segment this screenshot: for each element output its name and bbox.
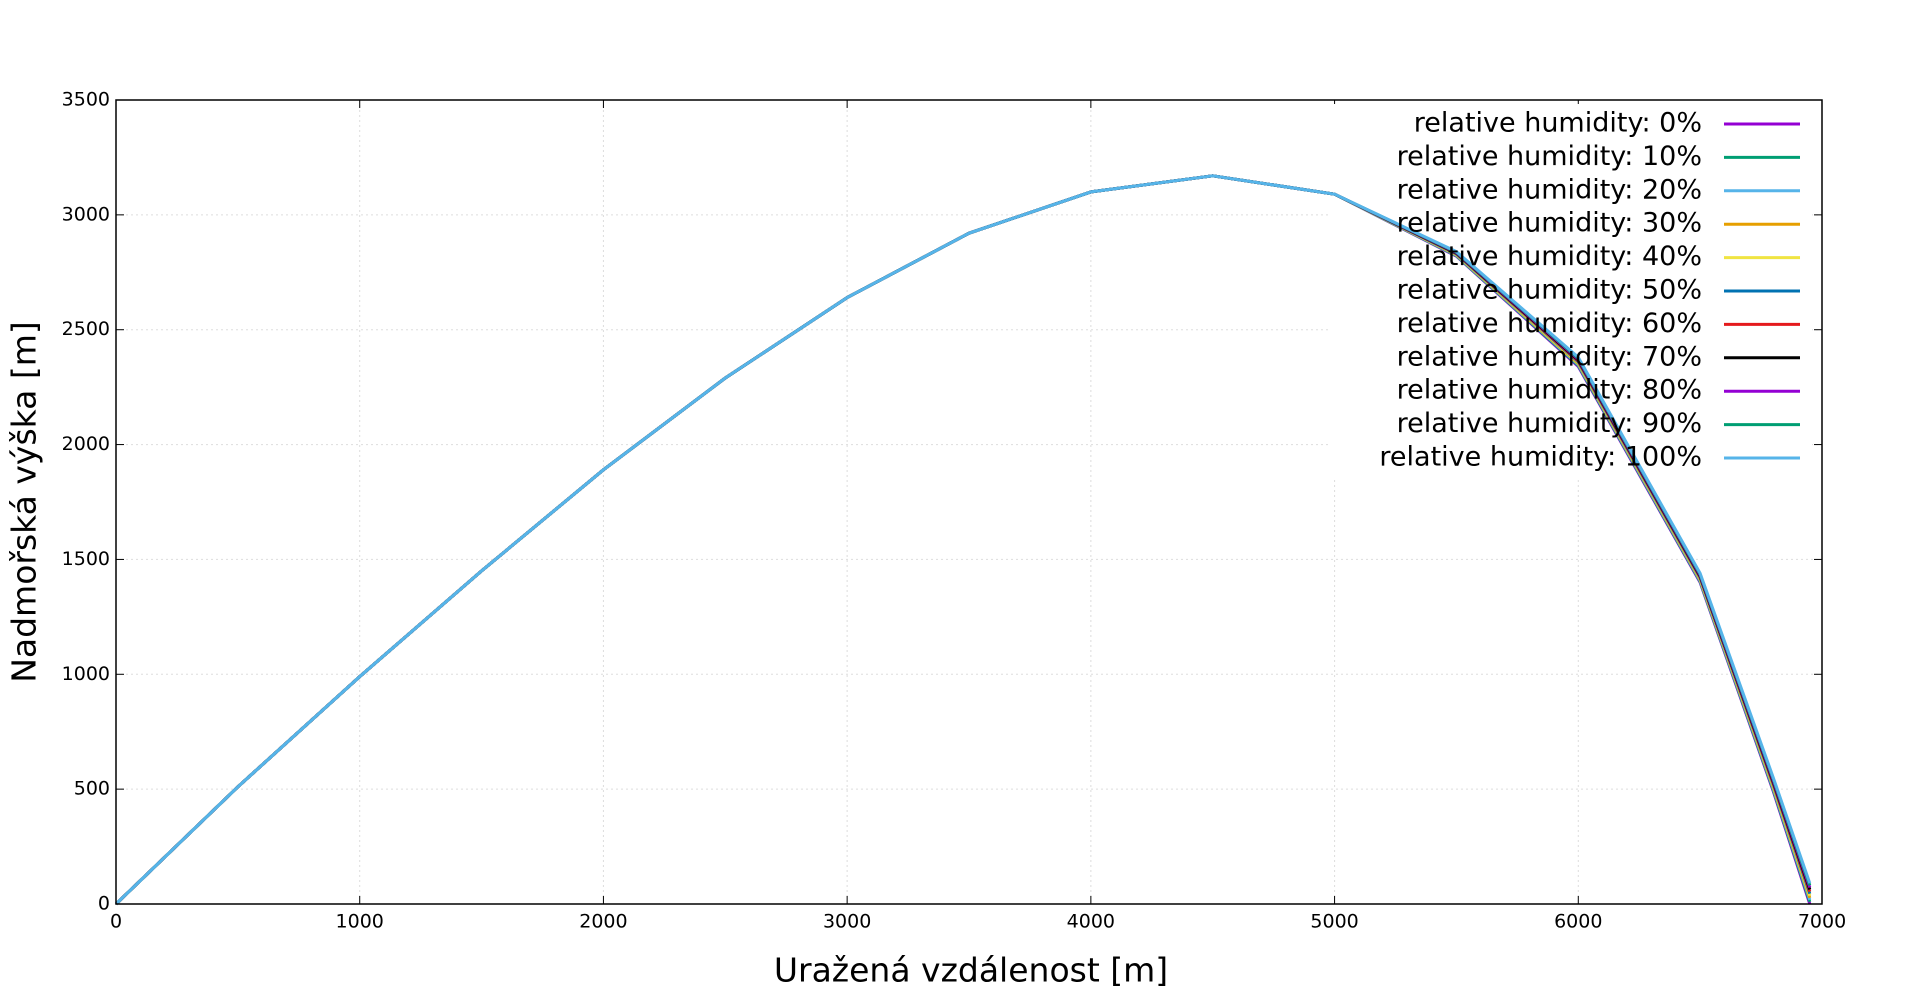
x-axis-label: Uražená vzdálenost [m]	[774, 951, 1168, 990]
x-tick-label: 4000	[1067, 911, 1115, 933]
legend-label: relative humidity: 100%	[1379, 442, 1702, 473]
legend-label: relative humidity: 20%	[1397, 174, 1702, 205]
series-line	[114, 174, 1812, 906]
y-tick-label: 2500	[62, 318, 110, 340]
x-tick-label: 1000	[336, 911, 384, 933]
y-tick-label: 1500	[62, 548, 110, 570]
legend-label: relative humidity: 30%	[1397, 208, 1702, 239]
x-tick-label: 0	[110, 911, 122, 933]
y-tick-label: 500	[74, 778, 110, 800]
x-tick-label: 2000	[579, 911, 627, 933]
y-tick-label: 3500	[62, 89, 110, 111]
y-tick-label: 3000	[62, 203, 110, 225]
legend-label: relative humidity: 50%	[1397, 275, 1702, 306]
y-tick-label: 2000	[62, 433, 110, 455]
legend-label: relative humidity: 10%	[1397, 141, 1702, 172]
y-tick-label: 1000	[62, 663, 110, 685]
legend-label: relative humidity: 60%	[1397, 308, 1702, 339]
legend-label: relative humidity: 40%	[1397, 241, 1702, 272]
y-axis-label: Nadmořská výška [m]	[5, 321, 44, 683]
legend-label: relative humidity: 80%	[1397, 375, 1702, 406]
legend-label: relative humidity: 70%	[1397, 341, 1702, 372]
y-tick-label: 0	[98, 893, 110, 915]
x-tick-label: 3000	[823, 911, 871, 933]
legend-label: relative humidity: 0%	[1414, 108, 1702, 139]
plot-frame	[115, 99, 1823, 905]
legend-label: relative humidity: 90%	[1397, 408, 1702, 439]
x-tick-label: 5000	[1310, 911, 1358, 933]
x-tick-label: 7000	[1798, 911, 1846, 933]
x-tick-label: 6000	[1554, 911, 1602, 933]
